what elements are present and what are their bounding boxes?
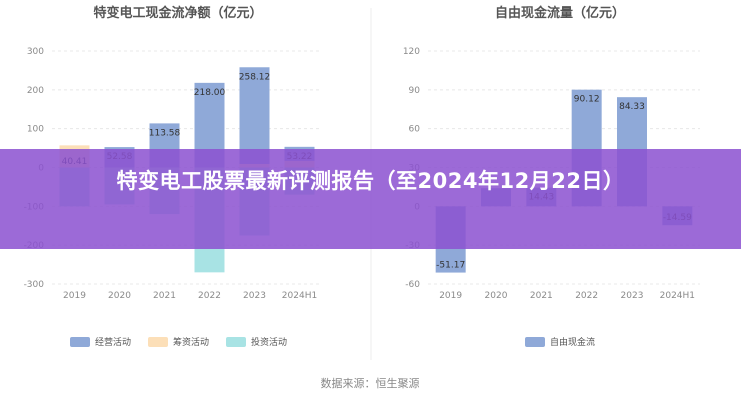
legend-swatch: [70, 337, 90, 347]
x-tick-label: 2024H1: [660, 291, 695, 301]
legend-label: 投资活动: [251, 336, 287, 348]
legend-swatch: [226, 337, 246, 347]
y-tick-label: 300: [27, 47, 44, 57]
legend-item-经营活动[interactable]: 经营活动: [70, 336, 131, 348]
x-tick-label: 2023: [243, 291, 266, 301]
y-tick-label: 120: [403, 47, 420, 57]
x-tick-label: 2022: [575, 291, 598, 301]
x-tick-label: 2022: [198, 291, 221, 301]
y-tick-label: 200: [27, 86, 44, 96]
legend-item-筹资活动[interactable]: 筹资活动: [148, 336, 209, 348]
x-tick-label: 2024H1: [282, 291, 317, 301]
chart-title: 自由现金流量（亿元）: [495, 5, 625, 21]
y-tick-label: 60: [409, 125, 421, 135]
x-tick-label: 2021: [530, 291, 553, 301]
overlay-banner: 特变电工股票最新评测报告（至2024年12月22日）: [0, 149, 741, 249]
x-tick-label: 2023: [621, 291, 644, 301]
legend-item-投资活动[interactable]: 投资活动: [226, 336, 287, 348]
data-source: 数据来源：恒生聚源: [321, 376, 420, 390]
y-tick-label: -300: [24, 280, 45, 290]
y-tick-label: 90: [409, 86, 421, 96]
legend-label: 自由现金流: [550, 336, 595, 348]
data-label: 258.12: [239, 72, 271, 82]
chart-title: 特变电工现金流净额（亿元）: [93, 5, 262, 21]
x-tick-label: 2020: [485, 291, 508, 301]
legend-item-自由现金流[interactable]: 自由现金流: [525, 336, 595, 348]
legend-label: 筹资活动: [173, 336, 209, 348]
x-tick-label: 2019: [63, 291, 86, 301]
x-tick-label: 2020: [108, 291, 131, 301]
y-tick-label: -60: [405, 280, 420, 290]
legend-label: 经营活动: [95, 336, 131, 348]
banner-title: 特变电工股票最新评测报告（至2024年12月22日）: [116, 169, 625, 193]
x-tick-label: 2021: [153, 291, 176, 301]
data-label: 90.12: [574, 95, 600, 105]
legend-swatch: [148, 337, 168, 347]
data-label: -51.17: [436, 261, 465, 271]
y-tick-label: 100: [27, 125, 44, 135]
legend-swatch: [525, 337, 545, 347]
data-label: 218.00: [194, 88, 226, 98]
x-tick-label: 2019: [439, 291, 462, 301]
data-label: 84.33: [619, 102, 645, 112]
data-label: 113.58: [149, 128, 181, 138]
